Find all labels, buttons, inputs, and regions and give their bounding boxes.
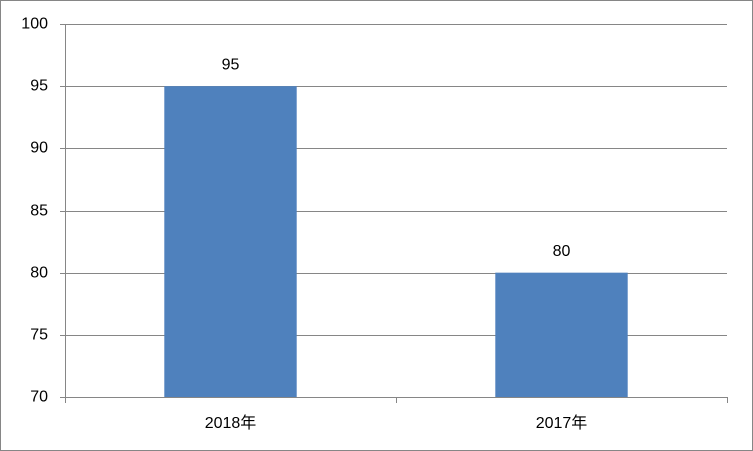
x-tick-label: 2017年 bbox=[536, 414, 588, 432]
data-label: 95 bbox=[222, 56, 240, 73]
y-tick-label: 75 bbox=[30, 327, 48, 344]
bar bbox=[164, 86, 297, 398]
y-tick-label: 100 bbox=[21, 16, 48, 33]
y-tick-label: 90 bbox=[30, 140, 48, 157]
bar bbox=[495, 272, 628, 397]
data-label: 80 bbox=[553, 243, 571, 260]
y-tick-label: 85 bbox=[30, 203, 48, 220]
x-tick-label: 2018年 bbox=[205, 414, 257, 432]
y-tick-label: 70 bbox=[30, 389, 48, 406]
y-tick-label: 95 bbox=[30, 78, 48, 95]
y-tick-label: 80 bbox=[30, 265, 48, 282]
